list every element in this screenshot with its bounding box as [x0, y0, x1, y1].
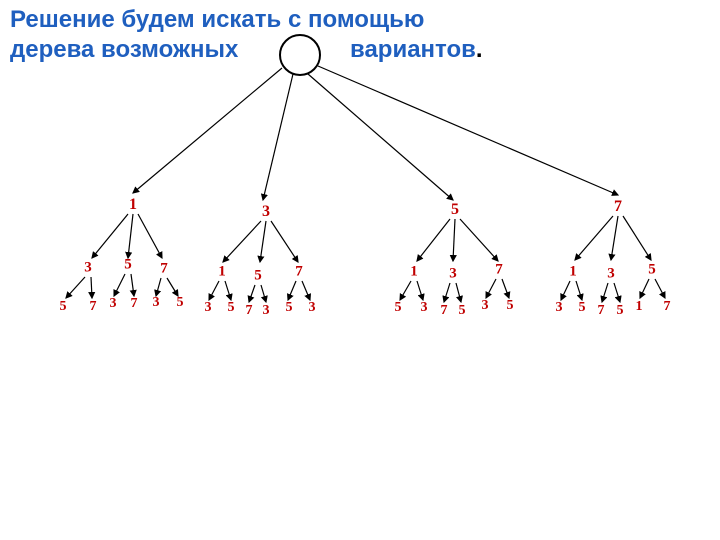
edges-l2-edge	[131, 274, 134, 296]
edges-l2-edge	[167, 278, 178, 296]
edges-l2-edge	[602, 283, 608, 302]
edges-l2-edge	[561, 281, 570, 300]
edges-l2-edge	[400, 281, 411, 300]
edges-l2-edge	[655, 279, 665, 298]
edges-l1-edge	[128, 214, 133, 258]
edges-l1-edge	[453, 219, 455, 261]
edges-l1-edge	[92, 214, 128, 258]
edges-l2-edge	[114, 274, 125, 296]
edges-l2-edge	[417, 281, 423, 300]
edges-l1-edge	[417, 219, 450, 261]
edges-root-edge	[263, 74, 293, 200]
edges-l2-edge	[66, 277, 85, 298]
edges-root-edge	[133, 68, 282, 193]
edges-l2-edge	[209, 281, 219, 300]
edges-l1-edge	[271, 221, 298, 262]
edges-l1-edge	[260, 221, 266, 262]
edges-l2-edge	[302, 281, 310, 300]
edges-l1-edge	[138, 214, 162, 258]
edges-l2-edge	[288, 281, 296, 300]
edges-root-edge	[318, 66, 618, 195]
edges-l2-edge	[156, 278, 161, 296]
edges-l2-edge	[91, 277, 92, 298]
root-node	[280, 35, 320, 75]
edges-l1-edge	[223, 221, 261, 262]
edges-l2-edge	[486, 279, 496, 298]
edges-l2-edge	[261, 285, 266, 302]
edges-l1-edge	[611, 216, 618, 260]
edges-l2-edge	[456, 283, 461, 302]
edges-l2-edge	[249, 285, 255, 302]
tree-diagram	[0, 0, 720, 540]
edges-l2-edge	[614, 283, 620, 302]
edges-l1-edge	[623, 216, 651, 260]
edges-l2-edge	[444, 283, 450, 302]
edges-l2-edge	[576, 281, 582, 300]
edges-l1-edge	[460, 219, 498, 261]
edges-l1-edge	[575, 216, 613, 260]
edges-l2-edge	[225, 281, 231, 300]
edges-l2-edge	[502, 279, 509, 298]
edges-l2-edge	[640, 279, 649, 298]
